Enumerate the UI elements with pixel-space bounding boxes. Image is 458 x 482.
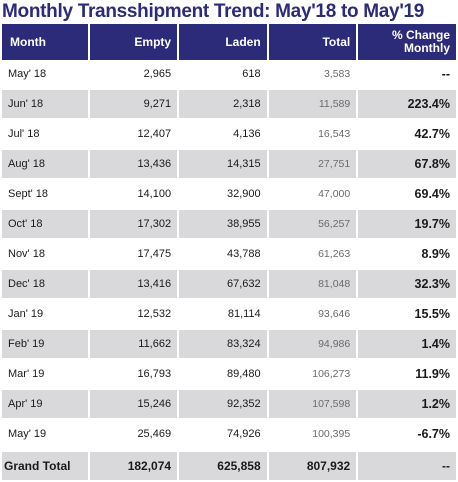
cell-change: -6.7% [358,420,456,450]
cell-laden: 4,136 [179,120,267,150]
cell-laden: 38,955 [179,210,267,240]
table-row: Aug' 18 13,436 14,315 27,751 67.8% [2,150,456,180]
cell-empty: 17,302 [89,210,178,240]
cell-laden: 81,114 [179,300,267,330]
cell-empty: 12,407 [89,120,178,150]
cell-change: 1.4% [358,330,456,360]
cell-change: 1.2% [358,390,456,420]
table-body: May' 18 2,965 618 3,583 -- Jun' 18 9,271 2,318 1… [2,60,456,482]
cell-laden: 67,632 [179,270,267,300]
cell-laden: 32,900 [179,180,267,210]
cell-total: 93,646 [268,300,357,330]
header-row: Month Empty Laden Total % Change Monthly [2,24,456,60]
table-row: Nov' 18 17,475 43,788 61,263 8.9% [2,240,456,270]
table-row: Apr' 19 15,246 92,352 107,598 1.2% [2,390,456,420]
chart-title: Monthly Transshipment Trend: May'18 to M… [2,1,425,22]
grand-total-laden: 625,858 [179,450,267,482]
cell-empty: 2,965 [89,60,178,90]
cell-total: 3,583 [268,60,357,90]
cell-total: 94,986 [268,330,357,360]
cell-month: Jun' 18 [2,90,88,120]
table-row: Dec' 18 13,416 67,632 81,048 32.3% [2,270,456,300]
cell-empty: 13,436 [89,150,178,180]
table-row: May' 19 25,469 74,926 100,395 -6.7% [2,420,456,450]
cell-change: 32.3% [358,270,456,300]
grand-total-label: Grand Total [2,450,88,482]
table-row: Jun' 18 9,271 2,318 11,589 223.4% [2,90,456,120]
cell-total: 11,589 [268,90,357,120]
cell-month: Nov' 18 [2,240,88,270]
cell-empty: 25,469 [89,420,178,450]
cell-month: Sept' 18 [2,180,88,210]
cell-month: May' 18 [2,60,88,90]
cell-empty: 14,100 [89,180,178,210]
cell-total: 27,751 [268,150,357,180]
cell-total: 56,257 [268,210,357,240]
transshipment-table: Month Empty Laden Total % Change Monthly… [0,24,458,482]
cell-laden: 74,926 [179,420,267,450]
cell-laden: 89,480 [179,360,267,390]
cell-change: 19.7% [358,210,456,240]
table-row: Sept' 18 14,100 32,900 47,000 69.4% [2,180,456,210]
cell-month: Oct' 18 [2,210,88,240]
table-row: Oct' 18 17,302 38,955 56,257 19.7% [2,210,456,240]
cell-month: Dec' 18 [2,270,88,300]
cell-month: Feb' 19 [2,330,88,360]
cell-empty: 17,475 [89,240,178,270]
column-header-month: Month [2,24,88,60]
cell-empty: 11,662 [89,330,178,360]
cell-month: Jul' 18 [2,120,88,150]
cell-month: Jan' 19 [2,300,88,330]
column-header-laden: Laden [179,24,267,60]
table-row: Jan' 19 12,532 81,114 93,646 15.5% [2,300,456,330]
cell-total: 16,543 [268,120,357,150]
table-row: Jul' 18 12,407 4,136 16,543 42.7% [2,120,456,150]
cell-change: 42.7% [358,120,456,150]
column-header-change: % Change Monthly [358,24,456,60]
cell-total: 107,598 [268,390,357,420]
cell-empty: 16,793 [89,360,178,390]
cell-change: 67.8% [358,150,456,180]
cell-laden: 43,788 [179,240,267,270]
table-row: Feb' 19 11,662 83,324 94,986 1.4% [2,330,456,360]
cell-month: Apr' 19 [2,390,88,420]
cell-change: 8.9% [358,240,456,270]
cell-change: 223.4% [358,90,456,120]
cell-laden: 14,315 [179,150,267,180]
cell-change: 69.4% [358,180,456,210]
grand-total-change: -- [358,450,456,482]
cell-empty: 13,416 [89,270,178,300]
column-header-empty: Empty [89,24,178,60]
cell-change: 15.5% [358,300,456,330]
cell-total: 81,048 [268,270,357,300]
cell-total: 47,000 [268,180,357,210]
grand-total-row: Grand Total 182,074 625,858 807,932 -- [2,450,456,482]
cell-laden: 83,324 [179,330,267,360]
cell-total: 106,273 [268,360,357,390]
table-row: May' 18 2,965 618 3,583 -- [2,60,456,90]
cell-change: -- [358,60,456,90]
cell-month: May' 19 [2,420,88,450]
cell-laden: 2,318 [179,90,267,120]
table-row: Mar' 19 16,793 89,480 106,273 11.9% [2,360,456,390]
grand-total-empty: 182,074 [89,450,178,482]
cell-laden: 618 [179,60,267,90]
cell-empty: 15,246 [89,390,178,420]
cell-month: Mar' 19 [2,360,88,390]
cell-month: Aug' 18 [2,150,88,180]
grand-total-total: 807,932 [268,450,357,482]
cell-total: 100,395 [268,420,357,450]
cell-empty: 12,532 [89,300,178,330]
cell-laden: 92,352 [179,390,267,420]
cell-change: 11.9% [358,360,456,390]
cell-total: 61,263 [268,240,357,270]
cell-empty: 9,271 [89,90,178,120]
column-header-total: Total [268,24,357,60]
